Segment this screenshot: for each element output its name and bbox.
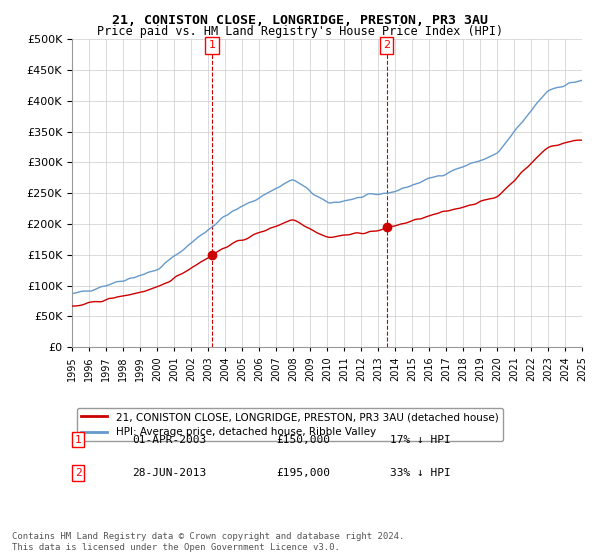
- Text: 21, CONISTON CLOSE, LONGRIDGE, PRESTON, PR3 3AU: 21, CONISTON CLOSE, LONGRIDGE, PRESTON, …: [112, 14, 488, 27]
- Text: 1: 1: [209, 40, 216, 50]
- Text: 01-APR-2003: 01-APR-2003: [132, 435, 206, 445]
- Text: 28-JUN-2013: 28-JUN-2013: [132, 468, 206, 478]
- Text: 17% ↓ HPI: 17% ↓ HPI: [390, 435, 451, 445]
- Text: 33% ↓ HPI: 33% ↓ HPI: [390, 468, 451, 478]
- Text: £195,000: £195,000: [276, 468, 330, 478]
- Text: 2: 2: [74, 468, 82, 478]
- Text: Price paid vs. HM Land Registry's House Price Index (HPI): Price paid vs. HM Land Registry's House …: [97, 25, 503, 38]
- Legend: 21, CONISTON CLOSE, LONGRIDGE, PRESTON, PR3 3AU (detached house), HPI: Average p: 21, CONISTON CLOSE, LONGRIDGE, PRESTON, …: [77, 408, 503, 441]
- Text: £150,000: £150,000: [276, 435, 330, 445]
- Text: 2: 2: [383, 40, 390, 50]
- Text: Contains HM Land Registry data © Crown copyright and database right 2024.
This d: Contains HM Land Registry data © Crown c…: [12, 532, 404, 552]
- Text: 1: 1: [74, 435, 82, 445]
